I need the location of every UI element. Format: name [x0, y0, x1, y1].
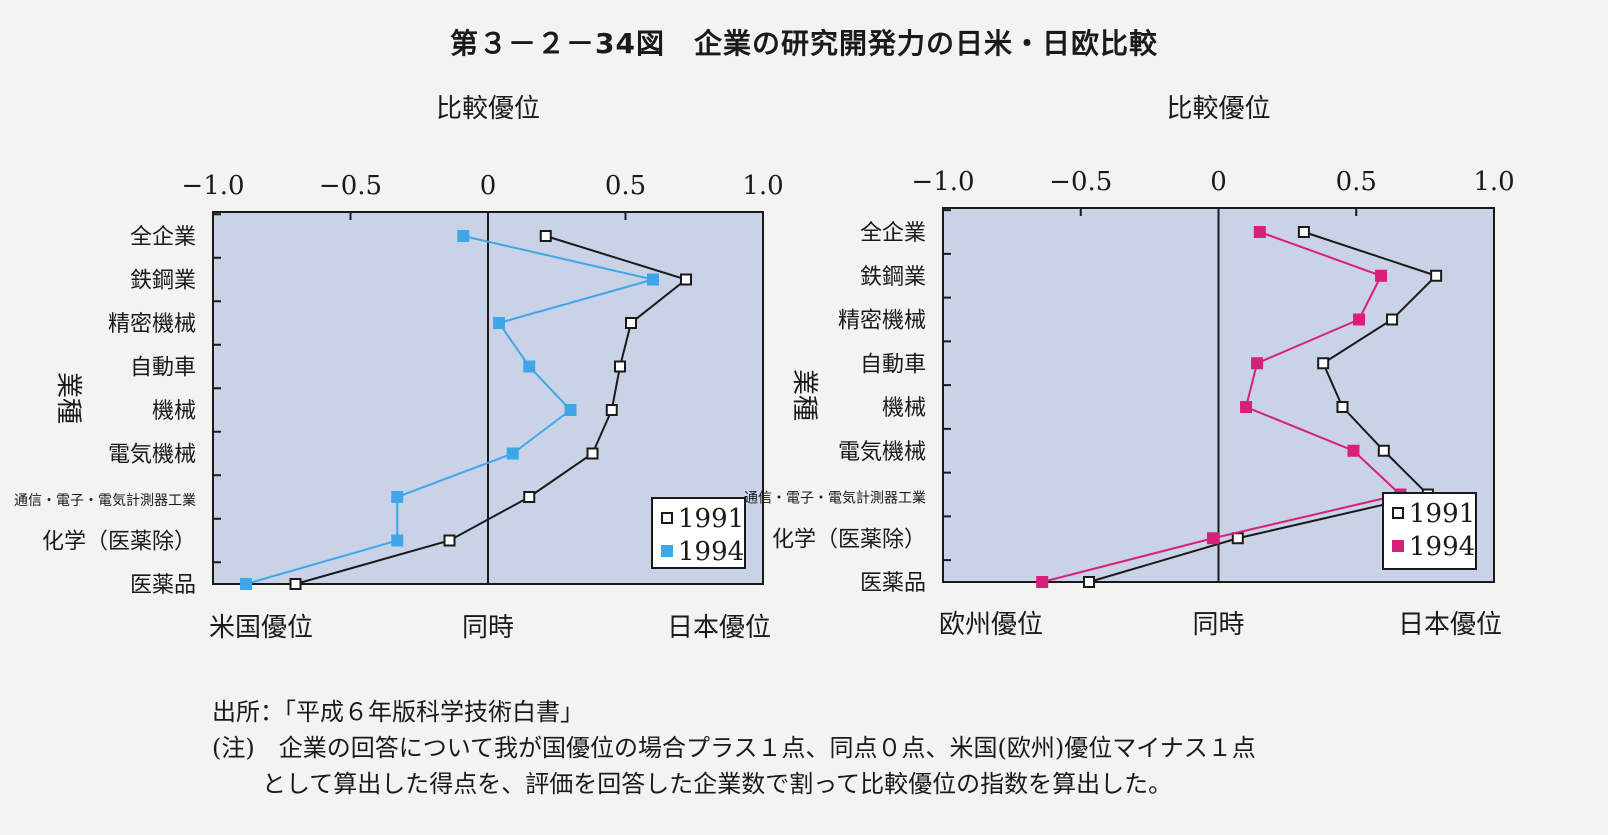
x-tick-label: −0.5 — [319, 171, 382, 201]
x-tick-label: −1.0 — [911, 167, 974, 197]
x-tick-label: 0.5 — [605, 171, 646, 201]
legend-marker-1994 — [661, 545, 673, 557]
bottom-label: 欧州優位 — [939, 610, 1043, 640]
top-axis-label: 比較優位 — [1166, 94, 1270, 124]
y-axis-label: 業種 — [53, 372, 83, 424]
data-point-1991 — [289, 578, 302, 590]
data-point-1991 — [1430, 269, 1443, 282]
data-point-1994 — [1353, 313, 1366, 326]
category-label: 自動車 — [130, 356, 196, 381]
chart-japan-eu: −1.0 −0.5 0 0.5 1.0 全企業鉄鋼業精密機械自動車機械電気機械通信・電子・… — [744, 94, 1515, 640]
top-axis-label: 比較優位 — [436, 94, 540, 124]
category-label: 電気機械 — [838, 440, 926, 465]
data-point-1991 — [539, 230, 552, 242]
data-point-1991 — [1083, 576, 1096, 588]
note-line-2: として算出した得点を、評価を回答した企業数で割って比較優位の指数を算出した。 — [262, 770, 1173, 798]
category-label: 精密機械 — [108, 312, 196, 337]
data-point-1991 — [1336, 401, 1349, 413]
category-label: 鉄鋼業 — [860, 265, 926, 290]
y-axis-label: 業種 — [789, 369, 819, 421]
data-point-1994 — [523, 360, 536, 373]
data-point-1994 — [240, 578, 252, 590]
x-tick-label: 0 — [1210, 167, 1227, 197]
category-label: 医薬品 — [860, 571, 926, 596]
chart-japan-us: −1.0 −0.5 0 0.5 1.0 全企業鉄鋼業精密機械自動車機械電気機械通信・電子・… — [14, 94, 784, 643]
data-point-1994 — [391, 534, 404, 547]
data-point-1991 — [605, 404, 618, 416]
legend-box — [1382, 492, 1477, 570]
category-label: 通信・電子・電気計測器工業 — [744, 491, 926, 507]
category-label: 鉄鋼業 — [130, 269, 196, 294]
figure-title: 第３－２－34図 企業の研究開発力の日米・日欧比較 — [450, 27, 1158, 60]
legend-label-1991: 1991 — [678, 504, 744, 534]
legend-marker-1991 — [661, 512, 673, 524]
data-point-1991 — [1297, 226, 1310, 238]
x-tick-label: −1.0 — [181, 171, 244, 201]
source-text: 出所：「平成６年版科学技術白書」 — [212, 698, 584, 726]
bottom-label: 日本優位 — [667, 613, 771, 643]
category-label: 機械 — [152, 399, 196, 424]
data-point-1991 — [1386, 313, 1399, 326]
legend-label-1991: 1991 — [1409, 499, 1475, 529]
data-point-1991 — [614, 360, 626, 373]
note-line-1: (注) 企業の回答について我が国優位の場合プラス１点、同点０点、米国(欧州)優位… — [212, 734, 1256, 762]
category-label: 電気機械 — [108, 443, 196, 468]
category-label: 自動車 — [860, 352, 926, 377]
data-point-1994 — [1206, 532, 1219, 545]
data-point-1991 — [586, 447, 599, 460]
data-point-1991 — [1377, 444, 1390, 457]
data-point-1991 — [443, 534, 456, 547]
bottom-label: 同時 — [462, 613, 514, 643]
data-point-1991 — [680, 273, 692, 286]
data-point-1991 — [523, 491, 536, 503]
legend-label-1994: 1994 — [1409, 532, 1475, 562]
data-point-1994 — [493, 317, 505, 329]
data-point-1994 — [391, 491, 404, 503]
category-label: 化学（医薬除） — [42, 530, 196, 555]
bottom-label: 同時 — [1192, 610, 1244, 640]
data-point-1994 — [564, 404, 577, 416]
bottom-label: 日本優位 — [1398, 610, 1502, 640]
data-point-1991 — [1317, 357, 1330, 370]
data-point-1994 — [457, 230, 470, 242]
data-point-1994 — [1375, 269, 1388, 282]
x-tick-label: 1.0 — [742, 171, 783, 201]
data-point-1994 — [1253, 226, 1266, 238]
category-label: 全企業 — [860, 221, 926, 246]
x-tick-label: −0.5 — [1049, 167, 1112, 197]
data-point-1991 — [625, 317, 637, 329]
x-tick-label: 0 — [480, 171, 497, 201]
category-label: 化学（医薬除） — [772, 527, 926, 552]
legend-marker-1994 — [1392, 540, 1404, 552]
category-label: 通信・電子・電気計測器工業 — [14, 493, 196, 509]
legend-marker-1991 — [1392, 507, 1404, 519]
data-point-1994 — [647, 273, 659, 286]
x-tick-label: 0.5 — [1336, 167, 1377, 197]
category-label: 医薬品 — [130, 573, 196, 598]
category-label: 全企業 — [130, 225, 196, 250]
legend-label-1994: 1994 — [678, 537, 744, 567]
data-point-1994 — [1240, 401, 1253, 413]
data-point-1994 — [506, 447, 519, 460]
data-point-1994 — [1251, 357, 1264, 370]
bottom-label: 米国優位 — [209, 613, 313, 643]
data-point-1994 — [1347, 444, 1360, 457]
x-tick-label: 1.0 — [1473, 167, 1514, 197]
data-point-1994 — [1036, 576, 1049, 588]
data-point-1991 — [1231, 532, 1244, 545]
category-label: 機械 — [882, 396, 926, 421]
category-label: 精密機械 — [838, 309, 926, 334]
